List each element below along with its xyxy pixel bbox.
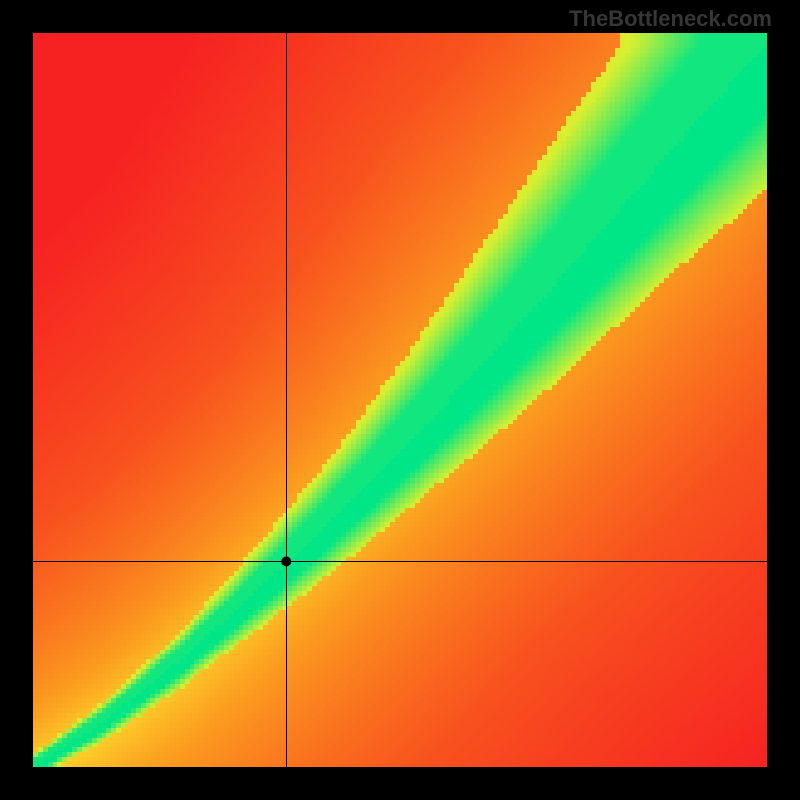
chart-container: TheBottleneck.com	[0, 0, 800, 800]
watermark-text: TheBottleneck.com	[569, 6, 772, 32]
bottleneck-heatmap	[0, 0, 800, 800]
